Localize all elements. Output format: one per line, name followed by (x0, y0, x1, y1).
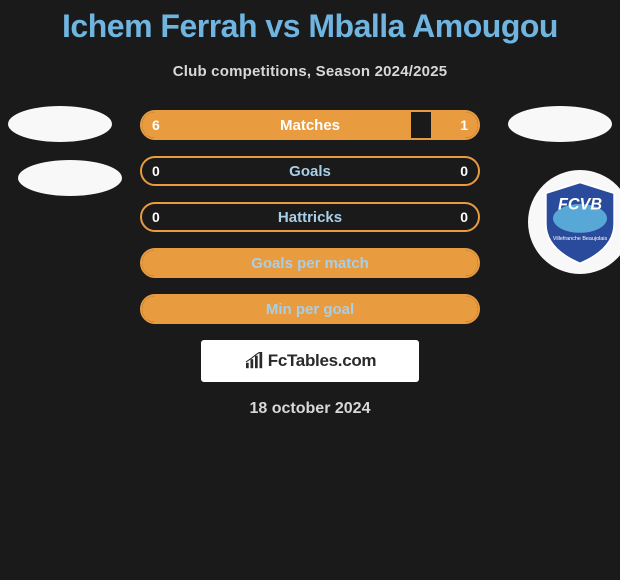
watermark: FcTables.com (201, 340, 419, 382)
stat-bar-hattricks: 0 Hattricks 0 (140, 202, 480, 232)
svg-text:Villefranche Beaujolais: Villefranche Beaujolais (553, 236, 608, 242)
stat-value-right: 0 (460, 209, 468, 225)
stat-bars: 6 Matches 1 0 Goals 0 0 Hattricks 0 Goal… (140, 110, 480, 324)
stat-label: Goals (289, 163, 331, 180)
stat-value-right: 1 (460, 117, 468, 133)
bar-chart-icon (244, 352, 266, 370)
player1-avatar-placeholder-1 (8, 106, 112, 142)
page-title: Ichem Ferrah vs Mballa Amougou (0, 8, 620, 45)
watermark-text: FcTables.com (268, 351, 377, 371)
stat-label: Goals per match (251, 255, 369, 272)
stat-value-right: 0 (460, 163, 468, 179)
stat-bar-matches: 6 Matches 1 (140, 110, 480, 140)
date-label: 18 october 2024 (0, 400, 620, 418)
subtitle: Club competitions, Season 2024/2025 (0, 63, 620, 80)
player2-club-logo: FCVB Villefranche Beaujolais (528, 170, 620, 274)
stat-value-left: 0 (152, 163, 160, 179)
stat-label: Hattricks (278, 209, 342, 226)
svg-text:FCVB: FCVB (558, 195, 602, 213)
stat-value-left: 0 (152, 209, 160, 225)
stat-bar-goals-per-match: Goals per match (140, 248, 480, 278)
stat-label: Matches (280, 117, 340, 134)
stat-value-left: 6 (152, 117, 160, 133)
stat-bar-min-per-goal: Min per goal (140, 294, 480, 324)
player1-avatar-placeholder-2 (18, 160, 122, 196)
stats-area: FCVB Villefranche Beaujolais 6 Matches 1… (0, 110, 620, 418)
stat-label: Min per goal (266, 301, 354, 318)
stat-bar-goals: 0 Goals 0 (140, 156, 480, 186)
club-shield-icon: FCVB Villefranche Beaujolais (535, 177, 620, 267)
player2-avatar-placeholder (508, 106, 612, 142)
